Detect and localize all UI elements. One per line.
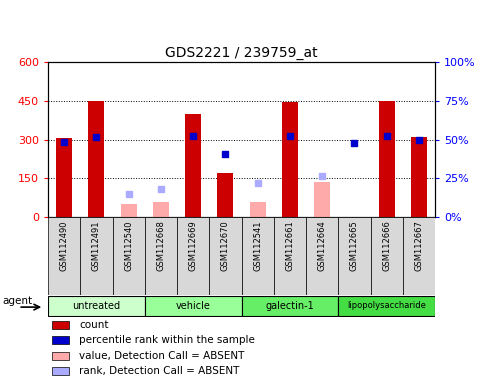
Bar [338, 217, 370, 295]
Text: GSM112665: GSM112665 [350, 220, 359, 271]
Text: GSM112661: GSM112661 [285, 220, 294, 271]
Bar [48, 217, 80, 295]
Bar [52, 367, 69, 375]
Text: lipopolysaccharide: lipopolysaccharide [347, 301, 426, 310]
Text: untreated: untreated [72, 301, 120, 311]
Bar [217, 173, 233, 217]
Text: percentile rank within the sample: percentile rank within the sample [79, 335, 255, 345]
Bar [80, 217, 113, 295]
Text: GSM112670: GSM112670 [221, 220, 230, 271]
FancyBboxPatch shape [48, 296, 145, 316]
Text: count: count [79, 320, 109, 330]
Bar [274, 217, 306, 295]
Text: agent: agent [2, 296, 32, 306]
Bar [411, 137, 427, 217]
Bar [52, 321, 69, 329]
Bar [177, 217, 209, 295]
Text: GSM112664: GSM112664 [318, 220, 327, 271]
Text: GSM112666: GSM112666 [382, 220, 391, 271]
Text: value, Detection Call = ABSENT: value, Detection Call = ABSENT [79, 351, 244, 361]
Bar [370, 217, 403, 295]
Text: GSM112540: GSM112540 [124, 220, 133, 271]
Bar [121, 204, 137, 217]
Bar [56, 138, 72, 217]
Bar [88, 101, 104, 217]
Bar [306, 217, 338, 295]
Text: galectin-1: galectin-1 [266, 301, 314, 311]
Bar [314, 182, 330, 217]
Bar [379, 101, 395, 217]
Text: GSM112669: GSM112669 [189, 220, 198, 271]
Bar [250, 202, 266, 217]
Bar [145, 217, 177, 295]
Text: vehicle: vehicle [176, 301, 211, 311]
FancyBboxPatch shape [338, 296, 435, 316]
Bar [403, 217, 435, 295]
Bar [153, 202, 169, 217]
Bar [209, 217, 242, 295]
Bar [282, 102, 298, 217]
Bar [52, 352, 69, 360]
Text: GSM112667: GSM112667 [414, 220, 424, 271]
Text: rank, Detection Call = ABSENT: rank, Detection Call = ABSENT [79, 366, 240, 376]
Bar [113, 217, 145, 295]
FancyBboxPatch shape [242, 296, 338, 316]
Bar [185, 114, 201, 217]
Text: GSM112491: GSM112491 [92, 220, 101, 271]
Bar [52, 336, 69, 344]
Bar [242, 217, 274, 295]
FancyBboxPatch shape [145, 296, 242, 316]
Text: GSM112490: GSM112490 [59, 220, 69, 271]
Text: GSM112668: GSM112668 [156, 220, 165, 271]
Title: GDS2221 / 239759_at: GDS2221 / 239759_at [165, 46, 318, 60]
Text: GSM112541: GSM112541 [253, 220, 262, 271]
